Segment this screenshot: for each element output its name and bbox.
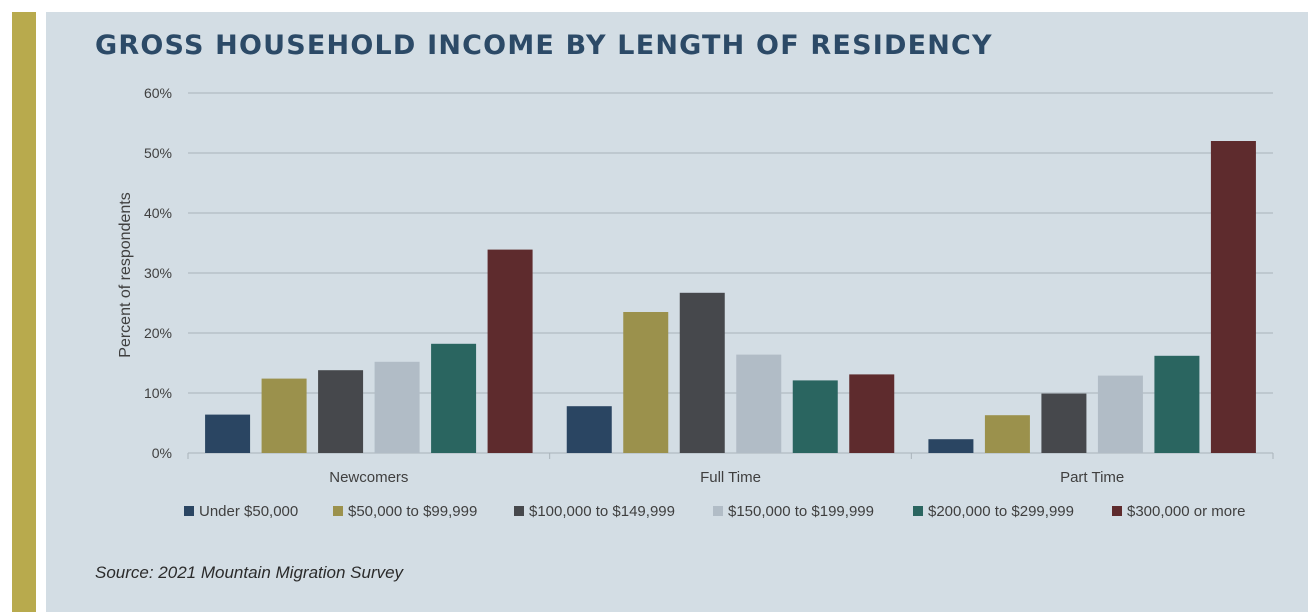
bar xyxy=(736,354,782,453)
y-tick-label: 40% xyxy=(144,205,172,221)
x-tick-label: Full Time xyxy=(700,469,761,486)
chart-title: GROSS HOUSEHOLD INCOME BY LENGTH OF RESI… xyxy=(95,30,993,61)
y-tick-label: 60% xyxy=(144,85,172,101)
bar xyxy=(792,380,838,453)
x-tick-label: Part Time xyxy=(1060,469,1124,486)
legend-swatch xyxy=(1112,506,1122,516)
bar xyxy=(261,378,307,453)
bar xyxy=(928,439,974,453)
bar xyxy=(1041,393,1087,453)
bar xyxy=(374,361,420,453)
legend-swatch xyxy=(184,506,194,516)
legend-label: $300,000 or more xyxy=(1127,503,1245,520)
bar xyxy=(984,415,1030,453)
bar xyxy=(1097,375,1143,453)
legend-swatch xyxy=(333,506,343,516)
legend-label: $150,000 to $199,999 xyxy=(728,503,874,520)
chart-panel xyxy=(46,12,1308,612)
y-axis-label: Percent of respondents xyxy=(117,192,134,357)
y-tick-label: 0% xyxy=(152,445,172,461)
bar xyxy=(431,343,477,453)
bar xyxy=(318,370,364,453)
y-tick-label: 50% xyxy=(144,145,172,161)
y-tick-label: 30% xyxy=(144,265,172,281)
y-tick-label: 10% xyxy=(144,385,172,401)
bar xyxy=(679,292,725,453)
source-note: Source: 2021 Mountain Migration Survey xyxy=(95,563,404,582)
legend-label: $100,000 to $149,999 xyxy=(529,503,675,520)
bar xyxy=(849,374,895,453)
bar xyxy=(205,414,251,453)
y-tick-label: 20% xyxy=(144,325,172,341)
bar xyxy=(623,312,669,453)
legend-label: Under $50,000 xyxy=(199,503,298,520)
bar xyxy=(1154,355,1200,453)
legend-swatch xyxy=(713,506,723,516)
legend-label: $50,000 to $99,999 xyxy=(348,503,477,520)
x-tick-label: Newcomers xyxy=(329,469,408,486)
legend-label: $200,000 to $299,999 xyxy=(928,503,1074,520)
bar xyxy=(566,406,612,453)
bar xyxy=(1210,141,1256,453)
legend-swatch xyxy=(514,506,524,516)
bar xyxy=(487,249,533,453)
accent-bar xyxy=(12,12,36,612)
legend-swatch xyxy=(913,506,923,516)
